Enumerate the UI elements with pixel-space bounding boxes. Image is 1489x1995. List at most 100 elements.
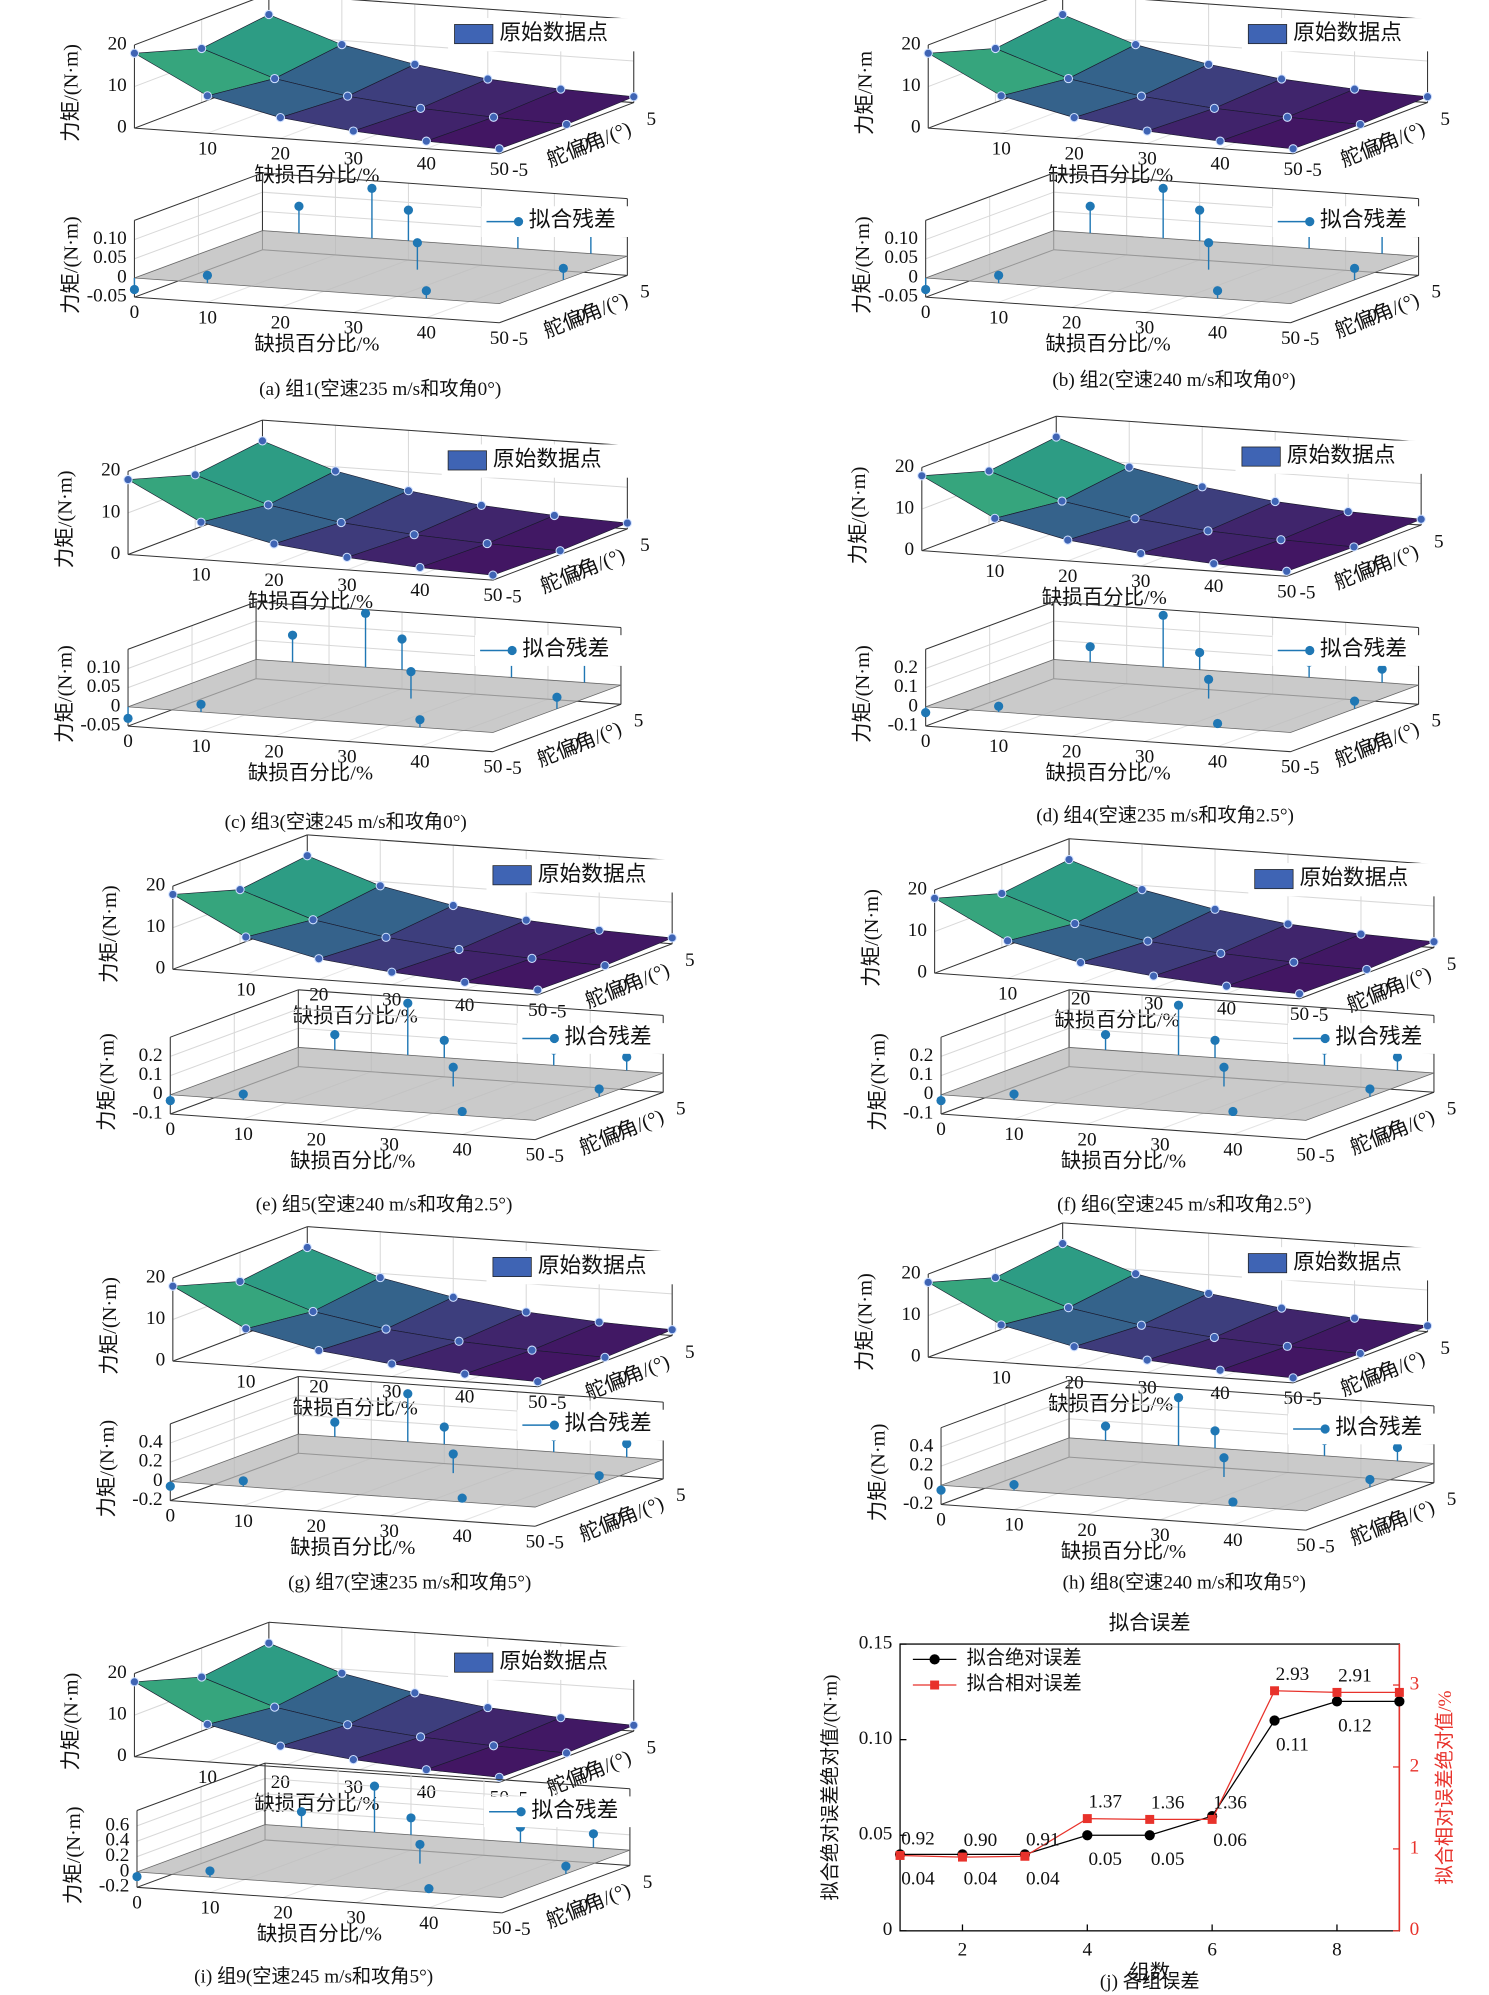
stem-marker xyxy=(994,701,1004,711)
y-tick-label: 5 xyxy=(1447,1489,1457,1510)
box-edge xyxy=(172,1360,538,1388)
data-point xyxy=(308,915,318,925)
caption: (c) 组3(空速245 m/s和攻角0°) xyxy=(225,811,467,833)
stem-marker xyxy=(622,1439,632,1449)
data-point xyxy=(1276,74,1287,84)
box-edge xyxy=(1305,1482,1435,1531)
box-edge xyxy=(262,419,628,447)
data-point xyxy=(667,1325,677,1335)
zero-plane xyxy=(170,1047,664,1121)
data-point xyxy=(1064,854,1074,865)
stem-marker xyxy=(921,284,931,295)
caption: (g) 组7(空速235 m/s和攻角5°) xyxy=(288,1571,531,1593)
data-point xyxy=(342,1720,353,1730)
y-axis-label: 舵偏角/(°) xyxy=(1331,717,1422,772)
data-point xyxy=(1422,1321,1433,1331)
box-edge xyxy=(256,601,621,629)
caption: (d) 组4(空速235 m/s和攻角2.5°) xyxy=(1036,804,1294,826)
box-edge xyxy=(134,296,500,324)
x-tick-label: 0 xyxy=(921,731,931,752)
z-tick-label: 0 xyxy=(117,266,127,287)
stem-marker xyxy=(561,1861,571,1871)
data-point xyxy=(1136,548,1146,559)
z-axis-label: 力矩/(N·m) xyxy=(60,44,83,142)
marker xyxy=(1332,1687,1342,1697)
box-edge xyxy=(940,1503,1306,1531)
data-point xyxy=(1137,885,1147,895)
data-label: 0.11 xyxy=(1276,1735,1309,1756)
y-tick-label: 0 xyxy=(579,1896,589,1917)
marker xyxy=(1082,1814,1092,1824)
x-tick-label: 30 xyxy=(337,575,356,596)
legend-label: 拟合残差 xyxy=(565,1411,652,1435)
data-point xyxy=(1288,144,1298,154)
y-tick-label: 5 xyxy=(1431,282,1441,303)
data-point xyxy=(1282,1341,1292,1351)
data-point xyxy=(1069,112,1079,123)
stem-marker xyxy=(1210,1426,1220,1436)
data-point xyxy=(1063,535,1073,545)
data-point xyxy=(1343,507,1353,517)
data-point xyxy=(600,1352,610,1362)
x-tick-label: 30 xyxy=(380,1521,399,1542)
x-tick-label: 30 xyxy=(1144,994,1163,1015)
z-tick-label: 0.2 xyxy=(105,1845,129,1866)
x-tick-label: 50 xyxy=(490,328,509,349)
grid-line xyxy=(350,0,634,20)
marker xyxy=(1082,1830,1093,1841)
data-label: 0.06 xyxy=(1213,1830,1247,1851)
data-point xyxy=(1294,989,1305,999)
x-tick-label: 20 xyxy=(1077,1129,1096,1150)
legend-label: 拟合残差 xyxy=(565,1024,652,1048)
z-tick-label: -0.2 xyxy=(99,1876,129,1897)
legend-label: 原始数据点 xyxy=(1287,443,1396,467)
grid-line xyxy=(264,1808,630,1836)
box-edge xyxy=(1144,0,1428,20)
stem-marker xyxy=(1173,1392,1184,1403)
y-tick-label: 0 xyxy=(612,1122,622,1143)
z-tick-label: 0.1 xyxy=(139,1064,163,1085)
data-point xyxy=(337,40,347,50)
x-tick-label: 40 xyxy=(410,580,429,601)
y-tick-label: 5 xyxy=(640,535,650,556)
marker xyxy=(1394,1696,1405,1707)
z-axis-label: 力矩/(N·m) xyxy=(96,1033,119,1131)
x-tick-label: 20 xyxy=(307,1516,326,1537)
z-tick-label: 0.1 xyxy=(894,676,918,697)
stem-marker xyxy=(1349,696,1360,706)
data-point xyxy=(168,1281,178,1291)
box-edge xyxy=(268,1621,634,1649)
stem-marker xyxy=(424,1883,434,1894)
x-tick-label: 20 xyxy=(264,570,283,591)
z-tick-label: 0.1 xyxy=(909,1064,933,1085)
data-point xyxy=(494,144,504,154)
x-tick-label: 50 xyxy=(483,585,502,606)
data-point xyxy=(629,1720,639,1730)
x-tick-label: 4 xyxy=(1083,1940,1093,1961)
z-tick-label: 0.10 xyxy=(93,228,127,249)
y-tick-label: -5 xyxy=(548,1146,564,1167)
x-tick-label: 0 xyxy=(165,1119,175,1140)
z-tick-label: 20 xyxy=(895,456,914,477)
z-axis-label: 力矩/(N·m) xyxy=(53,645,76,743)
x-tick-label: 10 xyxy=(992,1367,1011,1388)
data-point xyxy=(990,1272,1001,1283)
legend-label: 原始数据点 xyxy=(1293,1250,1402,1274)
z-tick-label: 20 xyxy=(108,33,127,54)
data-point xyxy=(1215,136,1225,146)
legend-marker xyxy=(549,1033,559,1044)
x-tick-label: 10 xyxy=(1004,1515,1023,1536)
legend-label: 拟合绝对误差 xyxy=(967,1647,1082,1669)
z-tick-label: 20 xyxy=(146,1266,165,1287)
data-label: 0.04 xyxy=(901,1868,935,1889)
data-point xyxy=(123,475,133,485)
data-point xyxy=(302,851,312,861)
legend-label: 拟合残差 xyxy=(1335,1415,1422,1439)
data-point xyxy=(1209,1332,1219,1343)
x-tick-label: 30 xyxy=(1150,1525,1169,1546)
x-tick-label: 40 xyxy=(410,752,429,773)
x-axis-label: 缺损百分比/% xyxy=(248,590,373,613)
y-tick-label: 0 xyxy=(1380,980,1390,1001)
data-point xyxy=(415,103,426,113)
y-tick-label: 5 xyxy=(643,1872,653,1893)
